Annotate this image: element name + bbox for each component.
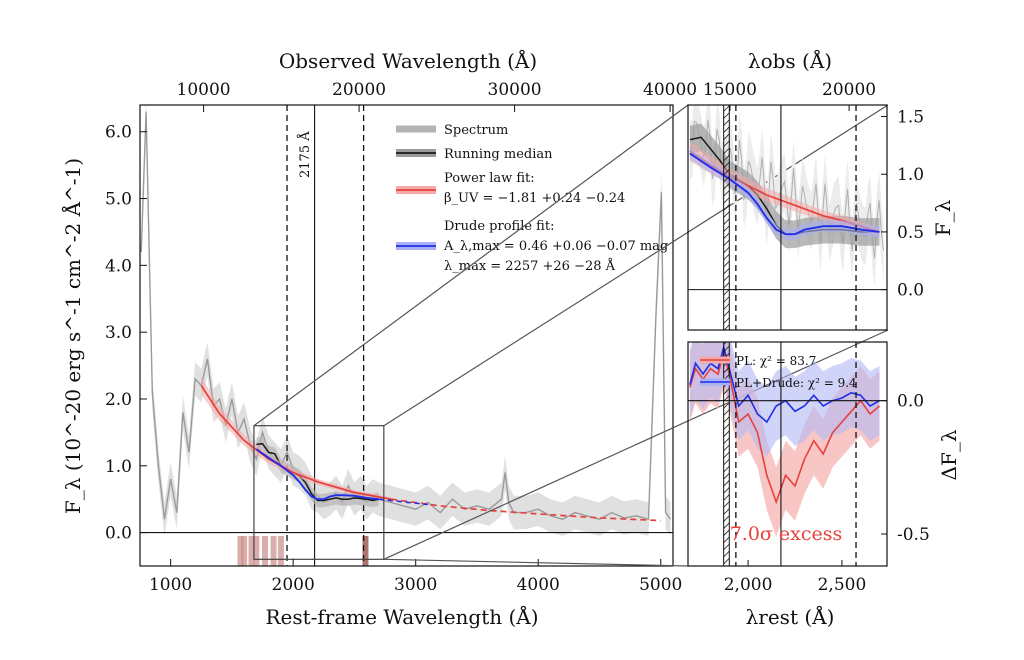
zoom-connectors [253, 104, 889, 567]
median-line [256, 442, 380, 502]
x-tick-label: 3000 [394, 575, 437, 595]
excess-annotation: 7.0σ excess [730, 523, 843, 545]
error-bar [270, 535, 277, 566]
x2-tick-label: 20000 [332, 80, 386, 100]
zoom-bottom-pl-line [689, 349, 881, 505]
y-tick-label: 3.0 [105, 323, 132, 343]
x-tick-label: 1000 [149, 575, 192, 595]
powerlaw-band [201, 376, 392, 502]
legend-label-median: Running median [444, 147, 553, 162]
x-tick-label: 5000 [639, 575, 682, 595]
y-tick-label: 5.0 [105, 190, 132, 210]
zoom-top-axes: 0.0 0.5 1.0 1.5 15000 20000 [703, 80, 924, 301]
zoom-bottom-frame [687, 341, 888, 567]
legend-detail-drude: A_λ,max = 0.46 +0.06 −0.07 mag [443, 239, 668, 254]
x2-tick-label: 40000 [643, 80, 697, 100]
zoom-top-frame [687, 104, 888, 331]
y-tick-label: 2.0 [105, 390, 132, 410]
zoom-bottom-axes: 0.0 -0.5 2,000 2,500 [724, 392, 930, 595]
main-y-label: F_λ (10^-20 erg s^-1 cm^-2 Å^-1) [60, 158, 85, 514]
connector-line [383, 104, 889, 427]
x2-tick-label: 30000 [488, 80, 542, 100]
legend-label-spectrum: Spectrum [444, 123, 508, 138]
y-tick-label: 1.0 [105, 457, 132, 477]
legend-label-pl: PL: χ² = 83.7 [736, 354, 816, 368]
zoom-bottom-pldrude-band [689, 342, 880, 457]
error-bar [261, 535, 268, 566]
median-band [256, 437, 379, 508]
zoom-bottom-y-tick-label: 0.0 [897, 392, 924, 412]
legend-label-drude: Drude profile fit: [444, 219, 554, 234]
connector-line [253, 104, 689, 427]
zoom-bottom-masked-region [723, 342, 730, 566]
zoom-bottom-plot-area [688, 342, 887, 566]
y-tick-label: 6.0 [105, 123, 132, 143]
main-plot-frame [139, 104, 674, 567]
zoom-top-x2-label: λobs (Å) [748, 48, 832, 73]
zoom-top-plot-area [688, 105, 887, 330]
main-axes: 1000 2000 3000 4000 5000 0.0 1.0 2.0 3.0 4.0 5.0 6.… [105, 80, 697, 595]
legend-detail2-drude: λ_max = 2257 +26 −28 Å [444, 258, 616, 274]
vline-2175-label: 2175 Å [297, 131, 313, 178]
error-bar [253, 535, 260, 566]
error-bar [362, 535, 369, 566]
zoom-bottom-x-label: λrest (Å) [746, 604, 835, 629]
zoom-top-y-label: F_λ [931, 199, 955, 236]
spectrum-band [141, 105, 671, 536]
main-top-x-label: Observed Wavelength (Å) [279, 48, 537, 73]
x-tick-label: 2000 [272, 575, 315, 595]
error-bar [277, 535, 284, 566]
zoom-top-spectrum-band [689, 105, 884, 288]
zoom-top-x2-tick-label: 15000 [703, 80, 757, 100]
zoom-bottom-x-tick-label: 2,500 [818, 575, 867, 595]
legend-label-pldrude: PL+Drude: χ² = 9.4 [736, 376, 857, 390]
y-tick-label: 0.0 [105, 524, 132, 544]
y-tick-label: 4.0 [105, 256, 132, 276]
main-x-label: Rest-frame Wavelength (Å) [265, 604, 538, 629]
zoom-top-y-tick-label: 0.5 [897, 223, 924, 243]
error-bar [248, 535, 255, 566]
zoom-top-drude-band [689, 147, 880, 240]
zoom-bottom-y-label: ΔF_λ [937, 429, 961, 480]
main-legend: Spectrum Running median Power law fit: β… [396, 123, 668, 274]
zoom-box [253, 425, 385, 560]
legend-detail-powerlaw: β_UV = −1.81 +0.24 −0.24 [444, 191, 625, 206]
main-plot-area [140, 105, 673, 566]
x-tick-label: 4000 [517, 575, 560, 595]
zoom-top-y-tick-label: 0.0 [897, 281, 924, 301]
x2-tick-label: 10000 [177, 80, 231, 100]
zoom-top-x2-tick-label: 20000 [822, 80, 876, 100]
zoom-bottom-legend: PL: χ² = 83.7 PL+Drude: χ² = 9.4 [700, 354, 857, 390]
zoom-top-masked-region [723, 105, 730, 330]
error-bar [237, 535, 244, 566]
error-bar [241, 535, 248, 566]
drude-line [255, 448, 380, 501]
zoom-bottom-x-tick-label: 2,000 [724, 575, 773, 595]
zoom-bottom-y-tick-label: -0.5 [897, 525, 930, 545]
powerlaw-line-extrapolated [391, 498, 661, 522]
zoom-bottom-pldrude-line [689, 344, 880, 424]
connector-line [383, 558, 689, 567]
zoom-top-y-tick-label: 1.5 [897, 108, 924, 128]
zoom-top-y-tick-label: 1.0 [897, 165, 924, 185]
connector-line [383, 329, 889, 560]
spectrum-line [140, 111, 672, 521]
legend-label-powerlaw: Power law fit: [444, 171, 535, 186]
